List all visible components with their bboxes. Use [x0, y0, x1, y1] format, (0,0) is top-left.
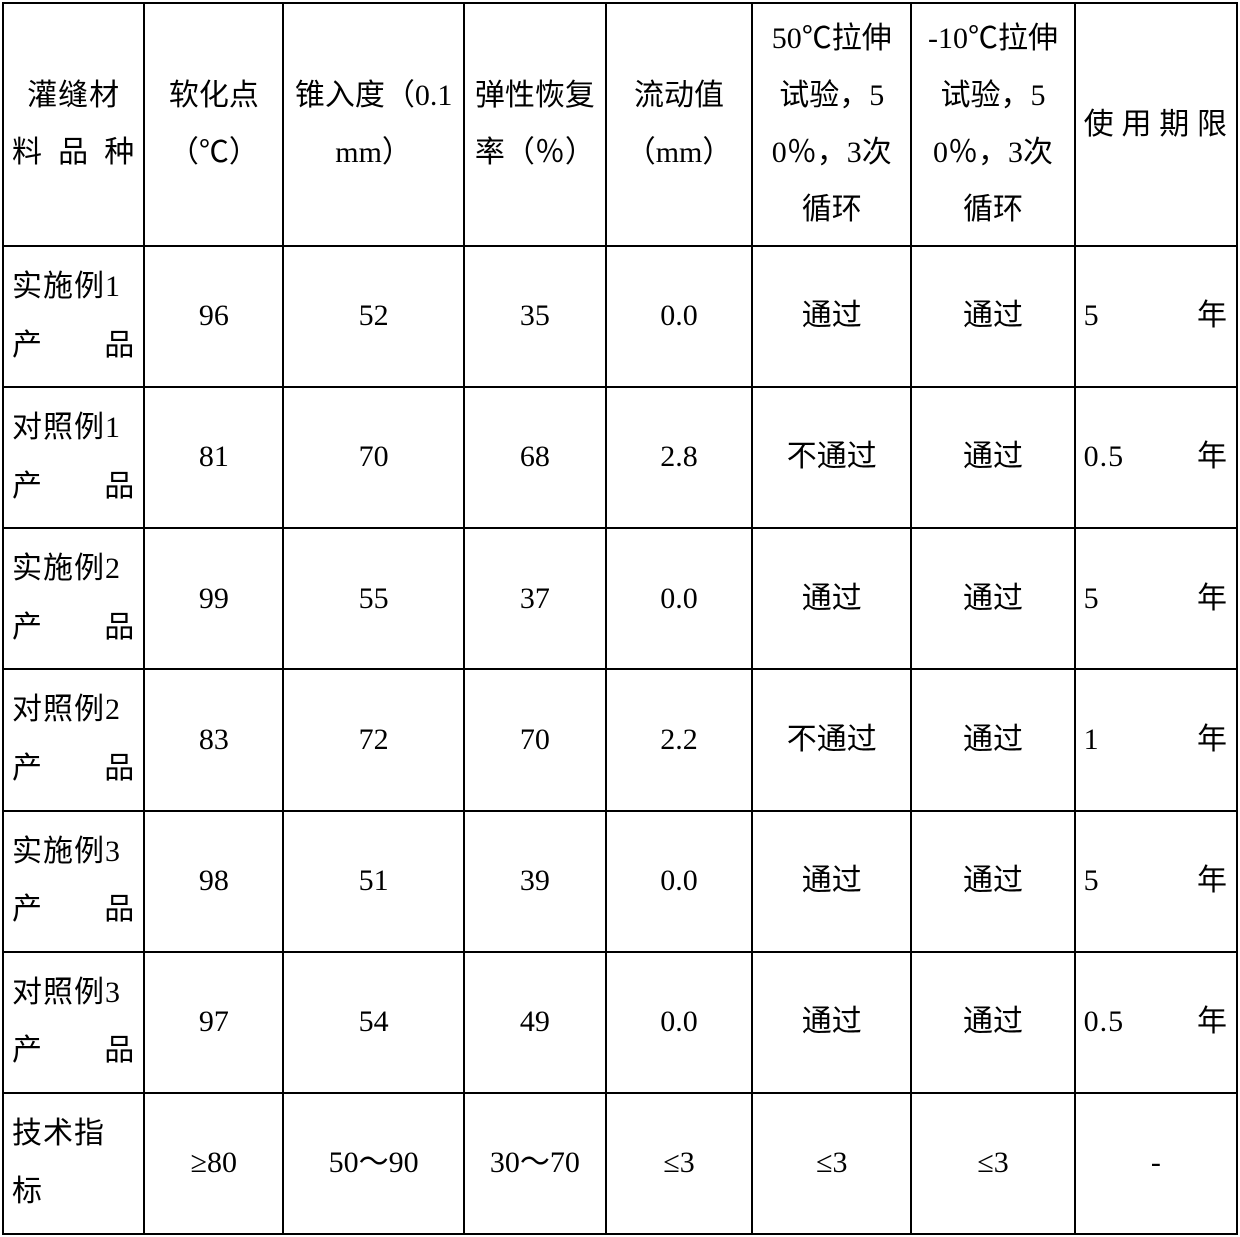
cell-test50: 通过 [752, 246, 911, 387]
col-header-recovery: 弹性恢复率（％） [464, 3, 606, 246]
cell-name: 技术指标 [3, 1093, 144, 1234]
cell-penetration: 51 [283, 811, 463, 952]
col-header-test50: 50℃拉伸试验，50％，3次循环 [752, 3, 911, 246]
cell-recovery: 30～70 [464, 1093, 606, 1234]
cell-flow: 0.0 [606, 528, 752, 669]
cell-flow: 2.8 [606, 387, 752, 528]
table-header-row: 灌缝材料品种 软化点（℃） 锥入度（0.1mm） 弹性恢复率（％） 流动值（mm… [3, 3, 1237, 246]
table-row: 实施例3 产品 98 51 39 0.0 通过 通过 5 年 [3, 811, 1237, 952]
cell-life: 0.5 年 [1075, 952, 1237, 1093]
col-header-testm10: -10℃拉伸试验，50％，3次循环 [911, 3, 1074, 246]
table-row: 对照例3 产品 97 54 49 0.0 通过 通过 0.5 年 [3, 952, 1237, 1093]
cell-testm10: 通过 [911, 952, 1074, 1093]
cell-life: 5 年 [1075, 528, 1237, 669]
table-row: 技术指标 ≥80 50～90 30～70 ≤3 ≤3 ≤3 - [3, 1093, 1237, 1234]
cell-penetration: 52 [283, 246, 463, 387]
cell-penetration: 72 [283, 669, 463, 810]
col-header-life: 使用期限 [1075, 3, 1237, 246]
col-header-softening: 软化点（℃） [144, 3, 283, 246]
col-header-flow: 流动值（mm） [606, 3, 752, 246]
cell-life: 5 年 [1075, 811, 1237, 952]
cell-life: 0.5 年 [1075, 387, 1237, 528]
cell-testm10: 通过 [911, 528, 1074, 669]
cell-test50: 不通过 [752, 669, 911, 810]
table-row: 对照例2 产品 83 72 70 2.2 不通过 通过 1 年 [3, 669, 1237, 810]
cell-name: 对照例1 产品 [3, 387, 144, 528]
cell-test50: 通过 [752, 952, 911, 1093]
cell-test50: 通过 [752, 811, 911, 952]
cell-flow: 0.0 [606, 952, 752, 1093]
cell-penetration: 55 [283, 528, 463, 669]
cell-softening: 97 [144, 952, 283, 1093]
cell-softening: 98 [144, 811, 283, 952]
cell-testm10: 通过 [911, 246, 1074, 387]
cell-softening: 96 [144, 246, 283, 387]
cell-life: 1 年 [1075, 669, 1237, 810]
cell-name: 对照例2 产品 [3, 669, 144, 810]
cell-life: - [1075, 1093, 1237, 1234]
cell-testm10: ≤3 [911, 1093, 1074, 1234]
table-row: 实施例2 产品 99 55 37 0.0 通过 通过 5 年 [3, 528, 1237, 669]
cell-test50: 不通过 [752, 387, 911, 528]
col-header-penetration: 锥入度（0.1mm） [283, 3, 463, 246]
cell-penetration: 54 [283, 952, 463, 1093]
cell-recovery: 39 [464, 811, 606, 952]
cell-softening: ≥80 [144, 1093, 283, 1234]
cell-name: 实施例1 产品 [3, 246, 144, 387]
cell-flow: 0.0 [606, 811, 752, 952]
cell-test50: ≤3 [752, 1093, 911, 1234]
cell-flow: ≤3 [606, 1093, 752, 1234]
cell-name: 实施例3 产品 [3, 811, 144, 952]
cell-name: 实施例2 产品 [3, 528, 144, 669]
cell-recovery: 49 [464, 952, 606, 1093]
cell-penetration: 70 [283, 387, 463, 528]
cell-test50: 通过 [752, 528, 911, 669]
col-header-material: 灌缝材料品种 [3, 3, 144, 246]
cell-testm10: 通过 [911, 669, 1074, 810]
cell-flow: 2.2 [606, 669, 752, 810]
cell-softening: 83 [144, 669, 283, 810]
cell-name: 对照例3 产品 [3, 952, 144, 1093]
cell-testm10: 通过 [911, 387, 1074, 528]
cell-testm10: 通过 [911, 811, 1074, 952]
cell-penetration: 50～90 [283, 1093, 463, 1234]
data-table: 灌缝材料品种 软化点（℃） 锥入度（0.1mm） 弹性恢复率（％） 流动值（mm… [2, 2, 1238, 1235]
cell-flow: 0.0 [606, 246, 752, 387]
cell-recovery: 37 [464, 528, 606, 669]
cell-recovery: 68 [464, 387, 606, 528]
table-container: 灌缝材料品种 软化点（℃） 锥入度（0.1mm） 弹性恢复率（％） 流动值（mm… [0, 0, 1240, 1237]
table-row: 对照例1 产品 81 70 68 2.8 不通过 通过 0.5 年 [3, 387, 1237, 528]
table-row: 实施例1 产品 96 52 35 0.0 通过 通过 5 年 [3, 246, 1237, 387]
cell-softening: 99 [144, 528, 283, 669]
cell-softening: 81 [144, 387, 283, 528]
cell-life: 5 年 [1075, 246, 1237, 387]
cell-recovery: 70 [464, 669, 606, 810]
cell-recovery: 35 [464, 246, 606, 387]
